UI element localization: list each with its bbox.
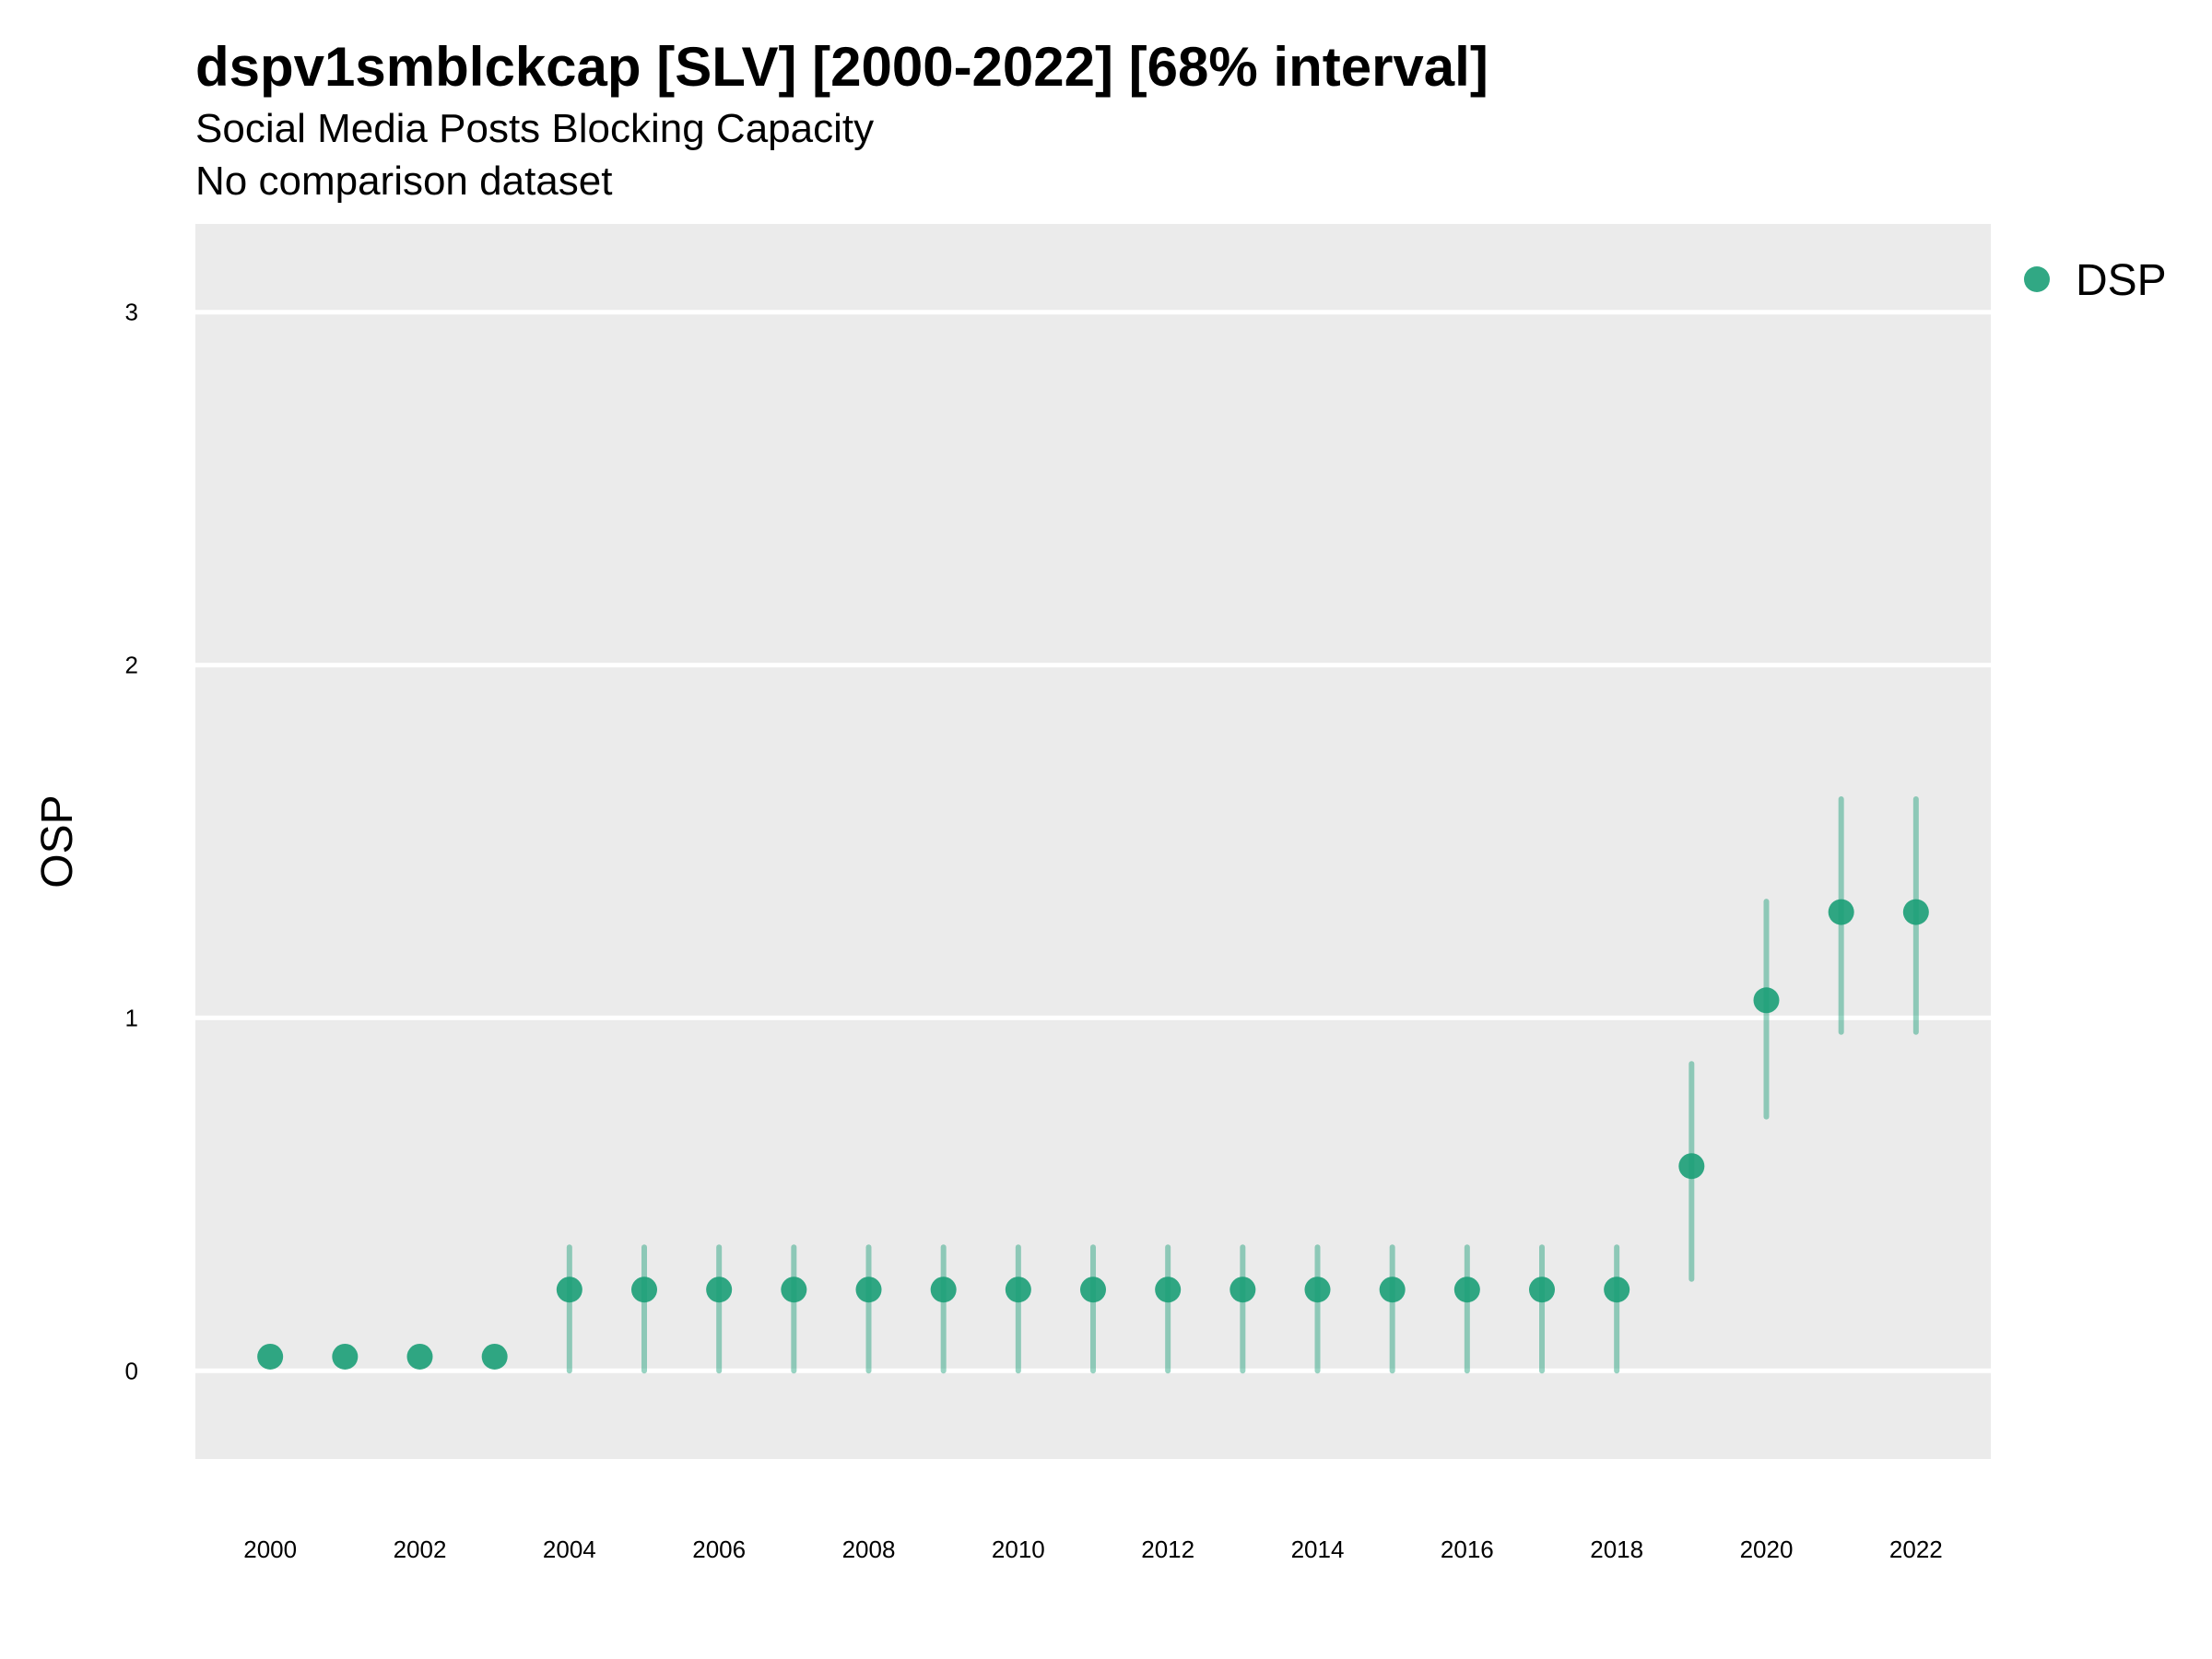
x-tick-label: 2014 (1291, 1535, 1345, 1563)
x-tick-label: 2010 (992, 1535, 1045, 1563)
y-tick-label: 0 (125, 1357, 138, 1384)
data-point (257, 1343, 284, 1370)
data-points (257, 899, 1929, 1370)
y-tick-label: 2 (125, 652, 138, 679)
legend-key-dsp (2024, 266, 2050, 292)
y-tick-label: 1 (125, 1004, 138, 1031)
data-point (1304, 1277, 1331, 1303)
gridlines (195, 310, 1991, 1373)
y-tick-label: 3 (125, 299, 138, 326)
data-point (406, 1343, 433, 1370)
data-point (1678, 1153, 1705, 1180)
data-point (556, 1277, 582, 1303)
data-point (1379, 1277, 1406, 1303)
data-point (1828, 899, 1854, 925)
data-point (631, 1277, 657, 1303)
data-point (1529, 1277, 1555, 1303)
x-tick-label: 2016 (1441, 1535, 1494, 1563)
data-point (332, 1343, 359, 1370)
x-tick-label: 2018 (1590, 1535, 1643, 1563)
x-tick-label: 2004 (543, 1535, 596, 1563)
data-point (1230, 1277, 1256, 1303)
data-point (1453, 1277, 1480, 1303)
x-tick-labels: 2000 2002 2004 2006 2008 2010 2012 2014 2016 2018… (243, 1535, 1943, 1563)
chart-caption: No comparison dataset (195, 159, 613, 204)
x-tick-label: 2002 (394, 1535, 447, 1563)
y-tick-labels: 0 1 2 3 (125, 299, 138, 1385)
data-point (1155, 1277, 1182, 1303)
data-point (706, 1277, 733, 1303)
data-point (481, 1343, 508, 1370)
data-point (1604, 1277, 1630, 1303)
chart-subtitle: Social Media Posts Blocking Capacity (195, 106, 875, 151)
x-tick-label: 2020 (1740, 1535, 1794, 1563)
data-point (930, 1277, 957, 1303)
legend-label-dsp: DSP (2076, 256, 2167, 305)
x-tick-label: 2000 (243, 1535, 297, 1563)
data-point (1005, 1277, 1031, 1303)
x-tick-label: 2012 (1141, 1535, 1194, 1563)
data-point (855, 1277, 882, 1303)
x-tick-label: 2008 (842, 1535, 896, 1563)
x-tick-label: 2006 (692, 1535, 746, 1563)
chart-title: dspv1smblckcap [SLV] [2000-2022] [68% in… (195, 36, 1488, 98)
data-point (1080, 1277, 1106, 1303)
plot-panel (195, 224, 1991, 1459)
y-axis-title: OSP (33, 794, 82, 888)
data-point (1753, 987, 1780, 1014)
data-point (1902, 899, 1929, 925)
x-tick-label: 2022 (1889, 1535, 1943, 1563)
data-point (781, 1277, 807, 1303)
legend: DSP (2024, 256, 2167, 305)
